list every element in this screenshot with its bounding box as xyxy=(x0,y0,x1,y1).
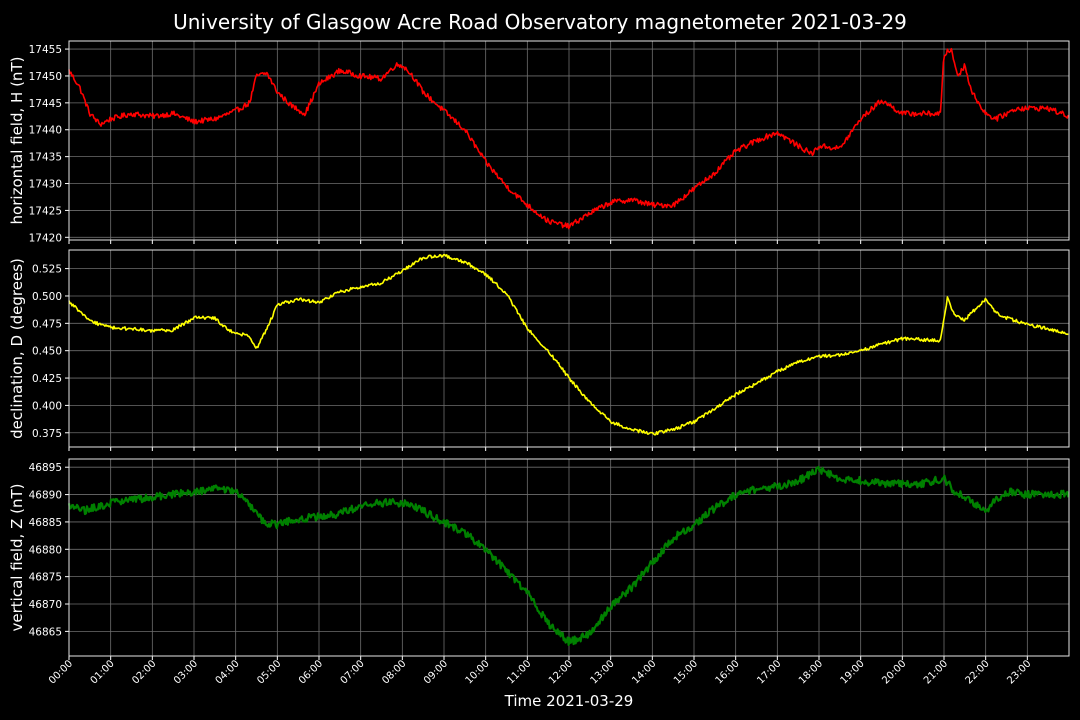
y-tick-label: 0.375 xyxy=(32,428,62,440)
y-tick-label: 0.400 xyxy=(32,400,62,412)
y-tick-label: 17450 xyxy=(29,71,62,83)
y-tick-label: 17425 xyxy=(29,205,62,217)
y-tick-label: 17445 xyxy=(29,98,62,110)
y-tick-label: 46885 xyxy=(29,517,62,529)
series-line-2 xyxy=(67,465,1070,647)
y-tick-label: 17455 xyxy=(29,44,62,56)
y-tick-label: 17440 xyxy=(29,125,62,137)
y-tick-label: 0.475 xyxy=(32,318,62,330)
y-tick-label: 46875 xyxy=(29,572,62,584)
x-axis-label: Time 2021-03-29 xyxy=(504,692,634,710)
y-tick-label: 0.500 xyxy=(32,291,62,303)
panel-horizontal-field: 17420 17425 17430 17435 17440 17445 17450 17455… xyxy=(8,40,1070,244)
y-tick-label: 46870 xyxy=(29,599,62,611)
y-tick-label: 46880 xyxy=(29,544,62,556)
panel-declination: 0.375 0.400 0.425 0.450 0.475 0.500 0.525 decli… xyxy=(8,249,1070,451)
y-tick-label: 46890 xyxy=(29,490,62,502)
y-tick-label: 46865 xyxy=(29,626,62,638)
y-tick-label: 46895 xyxy=(29,462,62,474)
plot-frame xyxy=(68,249,1070,448)
y-axis-label: declination, D (degrees) xyxy=(8,258,26,439)
y-axis-label: horizontal field, H (nT) xyxy=(8,57,26,225)
y-tick-label: 0.425 xyxy=(32,373,62,385)
y-tick-label: 17420 xyxy=(29,232,62,244)
series-line-1 xyxy=(68,253,1069,436)
y-tick-label: 0.525 xyxy=(32,264,62,276)
y-tick-label: 0.450 xyxy=(32,346,62,358)
plot-frame xyxy=(68,40,1070,241)
series-line-0 xyxy=(68,47,1070,230)
y-tick-label: 17435 xyxy=(29,152,62,164)
panel-vertical-field: 46865 46870 46875 46880 46885 46890 46895verti… xyxy=(8,458,1070,660)
plot-frame xyxy=(68,458,1070,657)
chart-title: University of Glasgow Acre Road Observat… xyxy=(173,10,907,34)
y-axis-label: vertical field, Z (nT) xyxy=(8,483,26,631)
y-tick-label: 17430 xyxy=(29,179,62,191)
